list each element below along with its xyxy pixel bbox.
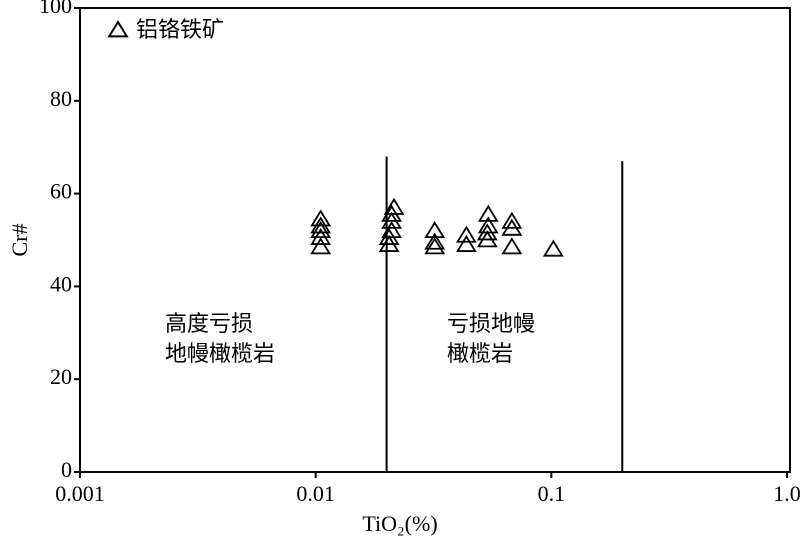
y-tick-label: 60 [50,179,72,204]
point [477,204,499,222]
y-tick-label: 20 [50,364,72,389]
point [310,237,332,255]
y-tick-label: 100 [39,0,72,18]
annotation: 亏损地幔 [447,312,535,337]
legend-label: 铝铬铁矿 [136,18,224,43]
plot-frame [79,7,791,473]
point [501,237,523,255]
y-tick-label: 80 [50,86,72,111]
x-tick-label: 1.0 [773,481,800,506]
point [477,216,499,234]
y-tick-label: 0 [61,457,72,482]
y-axis-label: Cr# [7,224,32,257]
point [424,232,446,250]
x-tick-label: 0.01 [296,481,335,506]
point [455,234,477,252]
point [310,220,332,239]
annotation: 高度亏损 [165,312,253,337]
point [455,225,477,243]
x-tick-label: 0.1 [538,481,566,506]
point [383,197,405,215]
annotation: 地幔橄榄岩 [165,342,275,367]
x-axis-label: TiO₂(%) [362,511,437,536]
point [424,237,446,255]
point [542,239,564,257]
point [501,211,523,229]
y-tick-label: 40 [50,271,72,296]
legend-marker [107,20,129,38]
x-tick-label: 0.001 [55,481,105,506]
annotation: 橄榄岩 [447,342,513,367]
point [381,220,403,239]
point [310,209,332,227]
point [424,220,446,239]
